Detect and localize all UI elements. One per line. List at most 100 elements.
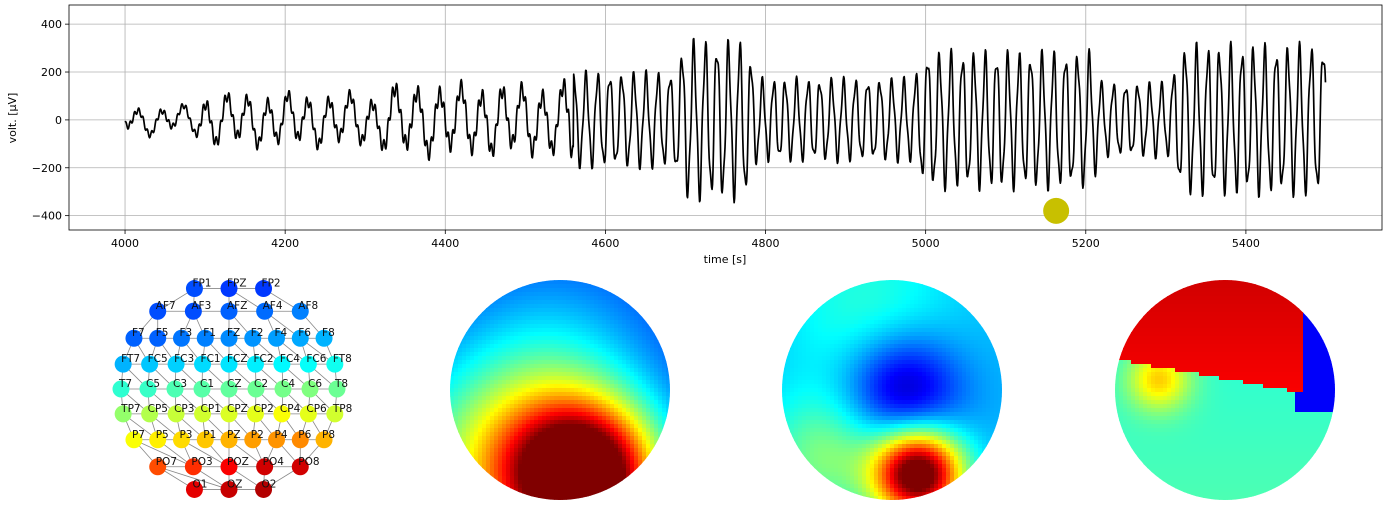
electrode-cz (220, 380, 238, 398)
electrode-label: PO7 (156, 456, 177, 468)
x-tick-label: 4800 (752, 237, 780, 250)
y-tick-label: −200 (32, 162, 62, 175)
x-axis-label: time [s] (704, 253, 747, 266)
electrode-label: CPZ (227, 403, 248, 415)
electrode-label: P1 (203, 429, 216, 441)
electrode-oz (220, 480, 238, 498)
electrode-c6 (301, 380, 319, 398)
y-ticks: −400 −200 0 200 400 (32, 18, 69, 223)
electrode-cp4 (273, 405, 291, 423)
electrode-cp3 (167, 405, 185, 423)
montage-nodes: FP1 FPZ FP2 AF7 AF3 AFZ AF4 AF8 F7 F5 F3 F1 FZ F2 F4 F6… (112, 278, 352, 498)
x-tick-label: 5200 (1072, 237, 1100, 250)
electrode-label: PO4 (263, 456, 285, 468)
topomap-1 (450, 280, 670, 500)
electrode-label: FC6 (306, 353, 326, 365)
electrode-label: P2 (251, 429, 264, 441)
y-tick-label: 400 (41, 18, 62, 31)
electrode-label: C2 (254, 378, 268, 390)
electrode-f4 (268, 329, 286, 347)
electrode-label: FCZ (227, 353, 248, 365)
electrode-label: O2 (262, 478, 277, 490)
electrode-cp5 (141, 405, 159, 423)
electrode-label: C6 (308, 378, 322, 390)
electrode-label: P6 (298, 429, 311, 441)
x-tick-label: 4600 (591, 237, 619, 250)
electrode-label: TP7 (120, 403, 140, 415)
electrode-label: AF8 (298, 300, 318, 312)
x-ticks: 4000 4200 4400 4600 4800 5000 5200 5400 (111, 230, 1260, 250)
electrode-fp1 (185, 280, 203, 298)
y-axis-label: volt. [μV] (6, 93, 19, 144)
electrode-po7 (149, 458, 167, 476)
electrode-label: F2 (251, 327, 264, 339)
electrode-label: AF7 (156, 300, 176, 312)
electrode-label: AF3 (191, 300, 211, 312)
electrode-f8 (315, 329, 333, 347)
electrode-o2 (255, 480, 273, 498)
electrode-label: P4 (275, 429, 288, 441)
electrode-label: C3 (173, 378, 187, 390)
electrode-label: FC5 (148, 353, 168, 365)
x-tick-label: 5400 (1232, 237, 1260, 250)
electrode-label: C1 (200, 378, 214, 390)
topomap-cells (450, 280, 670, 500)
electrode-poz (220, 458, 238, 476)
montage-edge (133, 439, 194, 468)
electrode-label: OZ (227, 478, 242, 490)
plot-frame (68, 4, 1383, 231)
electrode-ft7 (114, 355, 132, 373)
electrode-fc4 (273, 355, 291, 373)
topomap-cells (1115, 280, 1335, 500)
electrode-label: P5 (156, 429, 169, 441)
electrode-f3 (172, 329, 190, 347)
topomap-cells (782, 280, 1002, 500)
electrode-cp1 (194, 405, 212, 423)
electrode-label: C5 (146, 378, 160, 390)
electrode-c1 (193, 380, 211, 398)
electrode-f7 (125, 329, 143, 347)
electrode-label: FT7 (121, 353, 140, 365)
electrode-p5 (149, 431, 167, 449)
electrode-label: P3 (179, 429, 192, 441)
electrode-label: AF4 (263, 300, 283, 312)
electrode-label: PO8 (298, 456, 319, 468)
electrode-label: FC3 (174, 353, 194, 365)
electrode-label: CZ (227, 378, 242, 390)
electrode-label: CP6 (306, 403, 327, 415)
electrode-label: FC4 (280, 353, 300, 365)
electrode-label: FT8 (333, 353, 352, 365)
x-tick-label: 4400 (431, 237, 459, 250)
montage-edge (157, 466, 230, 490)
electrode-label: FC2 (253, 353, 273, 365)
montage-edge (181, 439, 230, 468)
electrode-c4 (274, 380, 292, 398)
y-tick-label: −400 (32, 210, 62, 223)
electrode-label: AFZ (227, 300, 247, 312)
x-tick-label: 5000 (912, 237, 940, 250)
topomap-2 (782, 280, 1002, 500)
electrode-label: F7 (132, 327, 145, 339)
electrode-label: FC1 (201, 353, 221, 365)
electrode-label: F3 (179, 327, 192, 339)
electrode-po4 (256, 458, 274, 476)
electrode-label: FPZ (227, 278, 247, 290)
electrode-t8 (328, 380, 346, 398)
electrode-label: O1 (192, 478, 207, 490)
electrode-montage: FP1 FPZ FP2 AF7 AF3 AFZ AF4 AF8 F7 F5 F3 F1 FZ F2 F4 F6… (112, 278, 352, 498)
electrode-c5 (139, 380, 157, 398)
electrode-f2 (244, 329, 262, 347)
electrode-cp2 (246, 405, 264, 423)
electrode-fz (220, 329, 238, 347)
electrode-p3 (172, 431, 190, 449)
electrode-label: TP8 (332, 403, 352, 415)
x-tick-label: 4200 (271, 237, 299, 250)
electrode-po3 (184, 458, 202, 476)
time-marker[interactable] (1043, 197, 1070, 224)
electrode-label: FZ (227, 327, 240, 339)
electrode-af4 (256, 302, 274, 320)
electrode-label: CP3 (174, 403, 194, 415)
electrode-af3 (184, 302, 202, 320)
electrode-fc5 (141, 355, 159, 373)
